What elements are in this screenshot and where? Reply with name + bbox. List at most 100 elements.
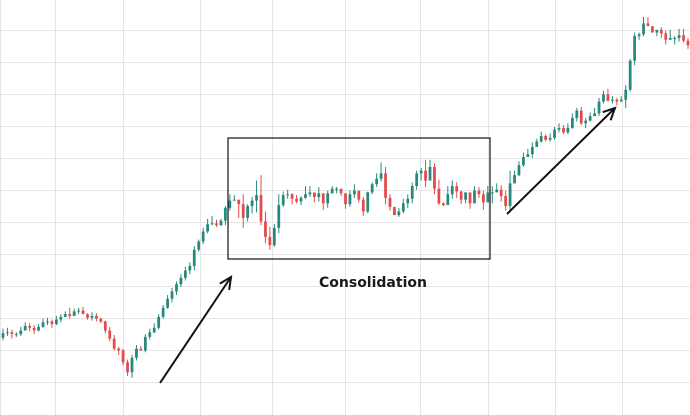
candle-body [455,186,459,192]
candle-body [130,357,134,373]
candle-body [339,188,343,194]
candle-body [166,298,169,308]
candle-body [504,196,508,207]
candle-body [526,154,530,157]
candle-body [602,94,605,102]
candle-body [646,23,650,27]
candle-body [161,307,165,317]
candle-body [584,120,588,124]
candle-body [304,194,307,198]
candle-body [281,195,285,206]
candle-body [522,156,525,166]
candle-body [388,197,392,207]
candle-body [14,334,18,336]
candle-body [41,322,45,327]
candle-body [673,37,677,39]
candle-body [63,314,67,317]
candle-body [201,231,205,242]
candle-body [357,190,361,200]
candle-body [459,191,463,200]
candle-body [210,223,214,225]
candle-body [54,319,58,325]
candle-body [419,170,423,174]
candle-body [361,199,365,212]
candle-body [312,192,316,197]
candle-body [197,241,201,250]
candle-body [513,175,516,184]
candle-body [606,94,610,101]
candle-body [219,220,223,226]
candle-body [353,190,356,195]
candle-body [677,35,681,38]
candle-body [597,101,601,114]
candle-body [659,29,663,34]
candle-body [117,348,121,351]
candle-body [148,332,152,337]
candle-body [406,198,410,204]
candle-body [86,314,89,318]
candle-body [539,136,543,142]
candle-body [108,330,112,339]
candle-body [624,89,628,100]
candle-body [299,197,303,202]
candle-body [179,277,183,285]
candle-body [126,362,129,373]
candle-body [317,193,321,197]
candle-body [10,332,14,335]
candle-body [464,192,467,200]
candle-body [250,200,254,207]
candle-body [1,333,5,338]
candle-body [428,166,432,181]
candle-body [255,195,258,201]
candle-body [566,127,570,133]
candle-body [508,183,512,207]
candle-body [32,327,36,331]
candle-body [344,193,347,205]
candle-body [495,189,499,193]
candle-body [530,146,534,155]
candle-body [81,310,85,315]
candle-body [628,60,632,90]
candle-body [241,204,245,218]
candle-body [68,314,72,316]
consolidation-box [227,137,491,260]
candle-body [59,316,63,320]
candle-body [410,186,414,199]
candle-body [611,99,614,101]
candle-body [499,189,503,197]
candle-body [228,200,232,208]
candle-body [295,198,298,202]
candle-body [633,36,637,61]
candle-body [175,284,178,292]
candle-body [143,336,147,351]
candle-body [135,348,138,358]
candle-body [517,165,521,176]
candle-body [335,188,338,190]
candle-body [277,205,281,228]
candle-body [655,29,659,33]
trend-arrow-up-2-head [602,106,617,121]
candle-body [19,330,23,335]
candle-body [664,33,668,40]
trend-arrow-up-1 [159,276,232,384]
candle-body [152,327,156,333]
candle-body [615,99,619,102]
candle-body [588,116,592,121]
candle-body [535,141,539,147]
candle-body [188,265,192,271]
candle-body [570,117,574,128]
candle-body [468,192,472,204]
candle-body [424,170,427,181]
candle-body [619,99,623,102]
candle-body [192,249,196,266]
candle-body [593,113,596,117]
candle-body [272,227,276,246]
candle-body [183,270,187,278]
candle-body [473,190,476,204]
candle-body [375,178,379,185]
candle-body [286,194,290,196]
candle-body [370,184,374,193]
candle-body [326,193,330,204]
candle-body [23,325,27,331]
